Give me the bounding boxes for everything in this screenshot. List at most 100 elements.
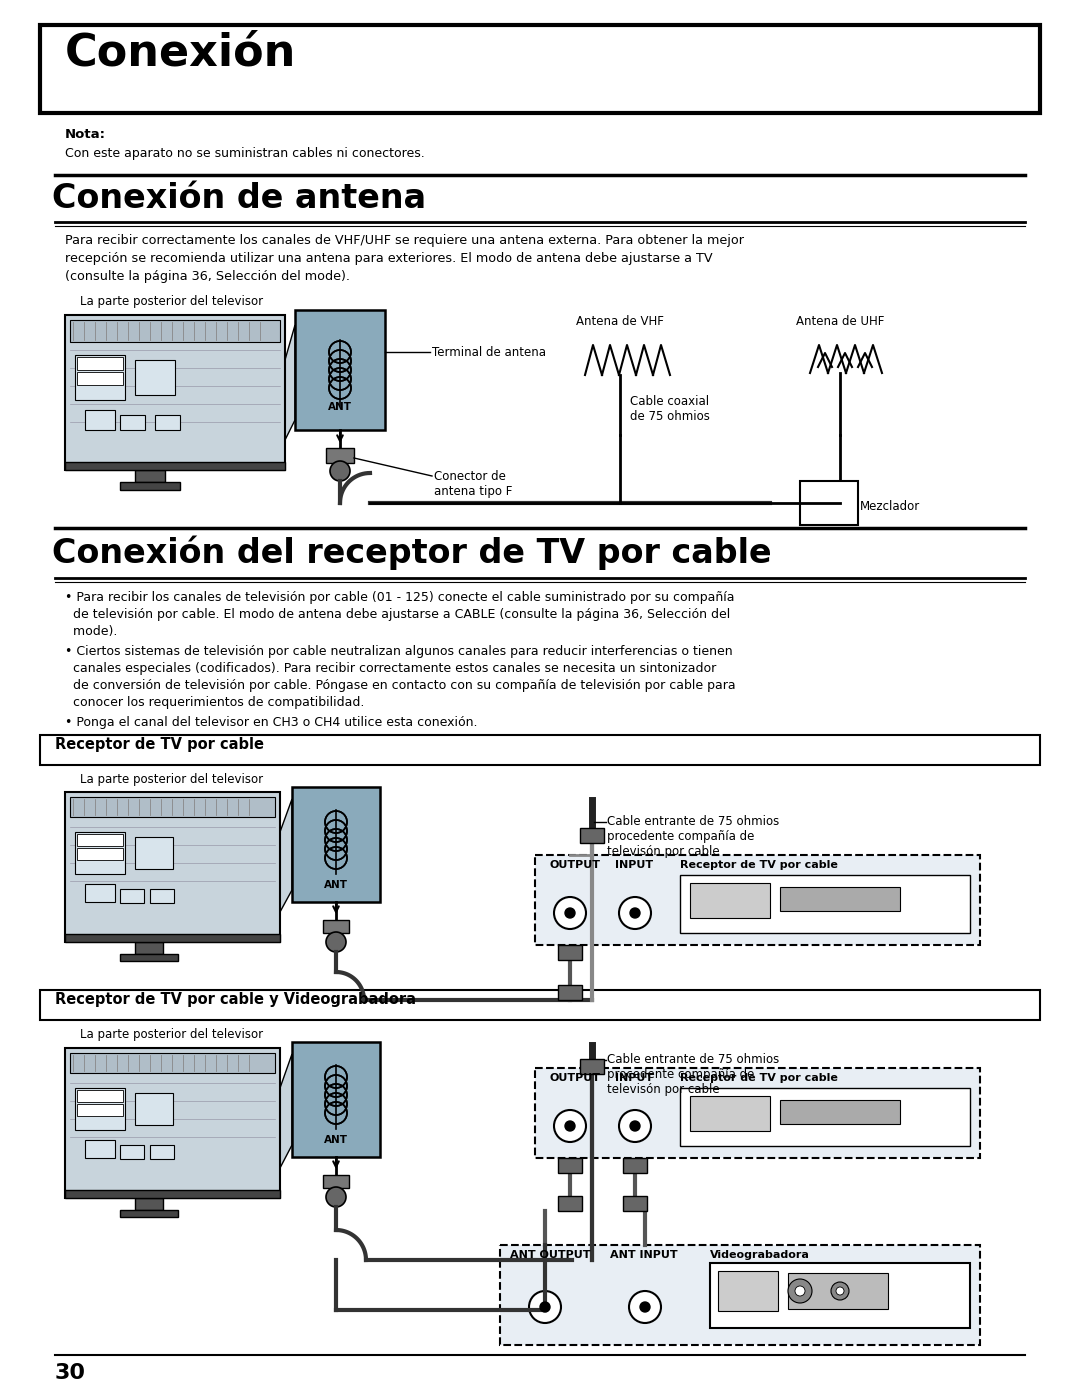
Bar [120, 888, 144, 902]
Bar [120, 482, 180, 490]
Text: 30: 30 [55, 1363, 86, 1383]
Bar [75, 1088, 125, 1130]
Bar [295, 310, 384, 430]
Circle shape [788, 1280, 812, 1303]
Text: Videograbadora: Videograbadora [710, 1250, 810, 1260]
Bar [623, 1158, 647, 1173]
Bar [323, 921, 349, 933]
Bar [780, 1099, 900, 1125]
Bar [65, 1048, 280, 1199]
Bar [77, 1104, 123, 1116]
Bar [77, 834, 123, 847]
Bar [326, 351, 354, 398]
Text: La parte posterior del televisor: La parte posterior del televisor [80, 295, 264, 307]
Bar [558, 1158, 582, 1173]
Text: Conexión de antena: Conexión de antena [52, 182, 427, 215]
Bar [75, 355, 125, 400]
Bar [40, 25, 1040, 113]
Text: La parte posterior del televisor: La parte posterior del televisor [80, 1028, 264, 1041]
Bar [623, 1196, 647, 1211]
Text: OUTPUT: OUTPUT [550, 861, 600, 870]
Circle shape [630, 908, 640, 918]
Bar [120, 415, 145, 430]
Text: de televisión por cable. El modo de antena debe ajustarse a CABLE (consulte la p: de televisión por cable. El modo de ante… [65, 608, 730, 622]
Bar [135, 837, 173, 869]
Text: INPUT: INPUT [615, 1073, 653, 1083]
Polygon shape [285, 326, 295, 440]
Text: Cable entrante de 75 ohmios
procedente compañía de
televisón por cable: Cable entrante de 75 ohmios procedente c… [607, 1053, 780, 1097]
Bar [535, 1067, 980, 1158]
Bar [322, 820, 350, 868]
Circle shape [529, 1291, 561, 1323]
Text: Cable coaxial
de 75 ohmios: Cable coaxial de 75 ohmios [630, 395, 710, 423]
Bar [135, 469, 165, 482]
Bar [156, 415, 180, 430]
Circle shape [540, 1302, 550, 1312]
Bar [135, 942, 163, 954]
Bar [75, 833, 125, 875]
Circle shape [795, 1287, 805, 1296]
Text: INPUT: INPUT [615, 861, 653, 870]
Bar [85, 884, 114, 902]
Circle shape [554, 1111, 586, 1141]
Text: ANT: ANT [328, 402, 352, 412]
Circle shape [629, 1291, 661, 1323]
Text: Receptor de TV por cable: Receptor de TV por cable [55, 738, 264, 752]
Bar [77, 848, 123, 861]
Bar [135, 1199, 163, 1210]
Bar [77, 358, 123, 370]
Text: ANT INPUT: ANT INPUT [610, 1250, 677, 1260]
Text: ANT OUTPUT: ANT OUTPUT [510, 1250, 591, 1260]
Text: Con este aparato no se suministran cables ni conectores.: Con este aparato no se suministran cable… [65, 147, 424, 161]
Bar [65, 1190, 280, 1199]
Bar [292, 1042, 380, 1157]
Text: • Ponga el canal del televisor en CH3 o CH4 utilice esta conexión.: • Ponga el canal del televisor en CH3 o … [65, 717, 477, 729]
Bar [135, 1092, 173, 1125]
Circle shape [326, 932, 346, 951]
Bar [77, 372, 123, 386]
Text: • Ciertos sistemas de televisión por cable neutralizan algunos canales para redu: • Ciertos sistemas de televisión por cab… [65, 645, 732, 658]
Bar [680, 875, 970, 933]
Text: mode).: mode). [65, 624, 118, 638]
Bar [800, 481, 858, 525]
Circle shape [565, 1120, 575, 1132]
Bar [65, 314, 285, 469]
Bar [70, 320, 280, 342]
Bar [292, 787, 380, 902]
Bar [322, 1076, 350, 1123]
Bar [680, 1088, 970, 1146]
Bar [500, 1245, 980, 1345]
Text: canales especiales (codificados). Para recibir correctamente estos canales se ne: canales especiales (codificados). Para r… [65, 662, 716, 675]
Bar [120, 1146, 144, 1160]
Polygon shape [280, 799, 292, 912]
Text: Conector de
antena tipo F: Conector de antena tipo F [434, 469, 512, 497]
Bar [77, 1090, 123, 1102]
Bar [120, 1210, 178, 1217]
Bar [40, 990, 1040, 1020]
Circle shape [330, 461, 350, 481]
Bar [150, 1146, 174, 1160]
Polygon shape [280, 1053, 292, 1168]
Circle shape [326, 1187, 346, 1207]
Bar [558, 985, 582, 1000]
Circle shape [619, 897, 651, 929]
Text: Receptor de TV por cable: Receptor de TV por cable [680, 1073, 838, 1083]
Bar [65, 462, 285, 469]
Bar [710, 1263, 970, 1329]
Bar [85, 409, 114, 430]
Text: Antena de UHF: Antena de UHF [796, 314, 885, 328]
Bar [780, 887, 900, 911]
Text: conocer los requerimientos de compatibilidad.: conocer los requerimientos de compatibil… [65, 696, 364, 710]
Bar [535, 855, 980, 944]
Text: • Para recibir los canales de televisión por cable (01 - 125) conecte el cable s: • Para recibir los canales de televisión… [65, 591, 734, 604]
Bar [40, 735, 1040, 766]
Bar [690, 883, 770, 918]
Text: Receptor de TV por cable y Videograbadora: Receptor de TV por cable y Videograbador… [55, 992, 416, 1007]
Circle shape [836, 1287, 843, 1295]
Text: recepción se recomienda utilizar una antena para exteriores. El modo de antena d: recepción se recomienda utilizar una ant… [65, 251, 713, 265]
Text: Para recibir correctamente los canales de VHF/UHF se requiere una antena externa: Para recibir correctamente los canales d… [65, 235, 744, 247]
Circle shape [565, 908, 575, 918]
Text: Nota:: Nota: [65, 129, 106, 141]
Circle shape [619, 1111, 651, 1141]
Bar [788, 1273, 888, 1309]
